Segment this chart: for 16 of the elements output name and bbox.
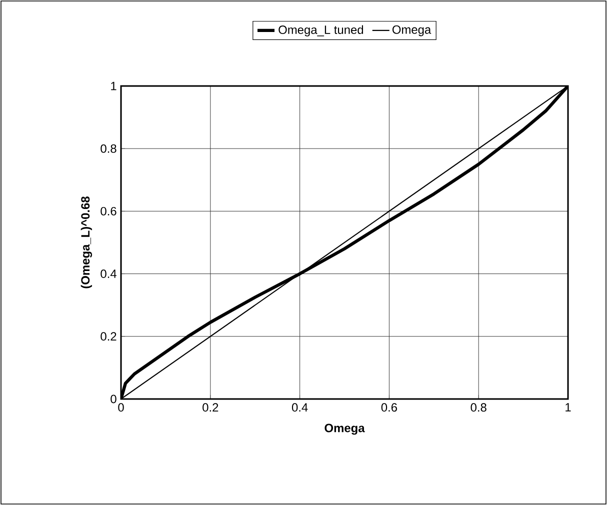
x-tick-label: 0.2 (202, 403, 218, 412)
x-tick-label: 0.6 (381, 403, 397, 412)
x-tick-label: 0 (118, 403, 124, 412)
y-axis-title: (Omega_L)^0.68 (80, 196, 92, 288)
y-tick-label: 1 (111, 82, 116, 90)
legend-label: Omega_L tuned (278, 25, 364, 36)
x-tick-label: 0.4 (292, 403, 308, 412)
y-tick-label: 0.6 (100, 206, 116, 216)
y-tick-label: 0.8 (100, 144, 116, 153)
y-tick-label: 0.4 (100, 270, 116, 278)
y-tick-label: 0 (110, 394, 116, 404)
y-tick-label: 0.2 (100, 332, 116, 341)
x-axis-title: Omega (324, 424, 365, 435)
x-tick-label: 1 (566, 403, 571, 412)
legend-label: Omega (392, 25, 432, 36)
x-tick-label: 0.8 (470, 403, 486, 412)
